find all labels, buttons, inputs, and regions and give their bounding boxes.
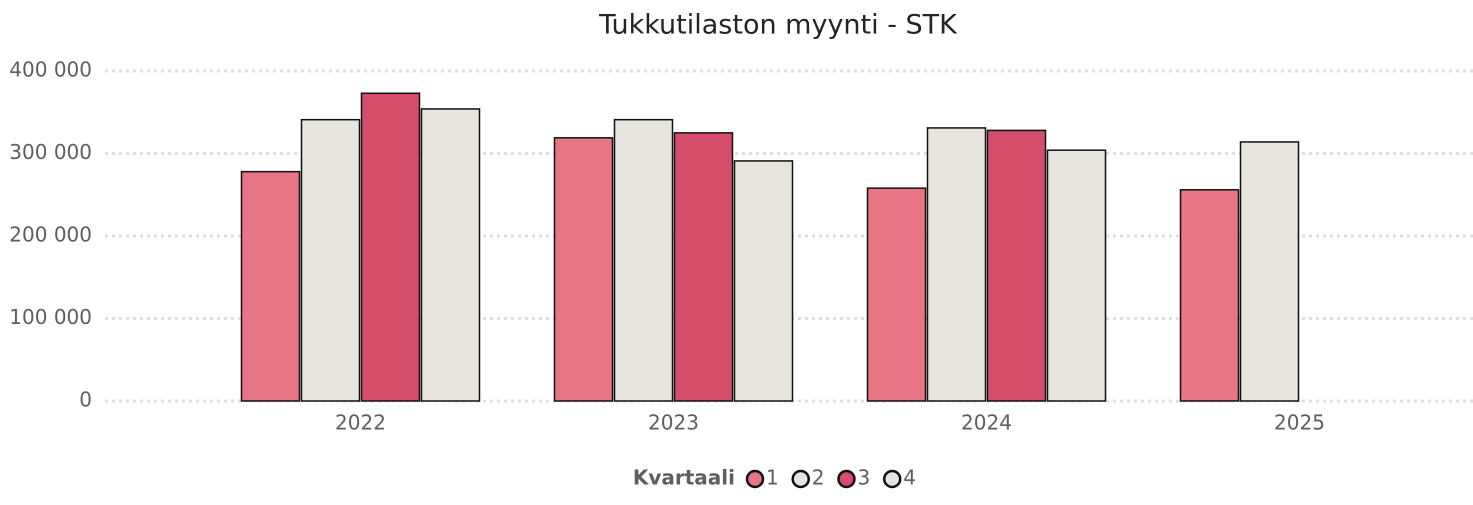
bar xyxy=(300,118,361,402)
bar xyxy=(986,129,1047,402)
bar xyxy=(553,137,614,402)
x-tick-label: 2025 xyxy=(1274,411,1325,435)
chart-title: Tukkutilaston myynti - STK xyxy=(598,10,958,41)
bar xyxy=(240,170,301,402)
legend-label: 1 xyxy=(766,466,779,490)
x-tick-label: 2023 xyxy=(648,411,699,435)
y-tick-label: 200 000 xyxy=(9,223,92,247)
bar xyxy=(926,127,987,402)
bar xyxy=(360,92,421,402)
legend-label: 3 xyxy=(857,466,870,490)
bar xyxy=(1046,149,1107,402)
bar xyxy=(866,187,927,402)
legend-label: 2 xyxy=(812,466,825,490)
bar xyxy=(733,160,794,402)
legend-marker xyxy=(882,469,902,489)
bar xyxy=(673,132,734,402)
y-tick-label: 0 xyxy=(79,388,92,412)
y-tick-label: 300 000 xyxy=(9,140,92,164)
bar xyxy=(1179,189,1240,402)
bar xyxy=(1239,141,1300,402)
bar xyxy=(613,118,674,402)
legend-label: 4 xyxy=(903,466,916,490)
y-tick-label: 400 000 xyxy=(9,58,92,82)
legend-marker xyxy=(837,469,856,489)
bar xyxy=(420,108,481,402)
x-tick-label: 2024 xyxy=(961,411,1012,435)
legend-title: Kvartaali xyxy=(633,466,735,490)
y-tick-label: 100 000 xyxy=(9,305,92,329)
x-tick-label: 2022 xyxy=(335,411,386,435)
legend-marker xyxy=(791,469,810,489)
legend-marker xyxy=(745,469,765,489)
